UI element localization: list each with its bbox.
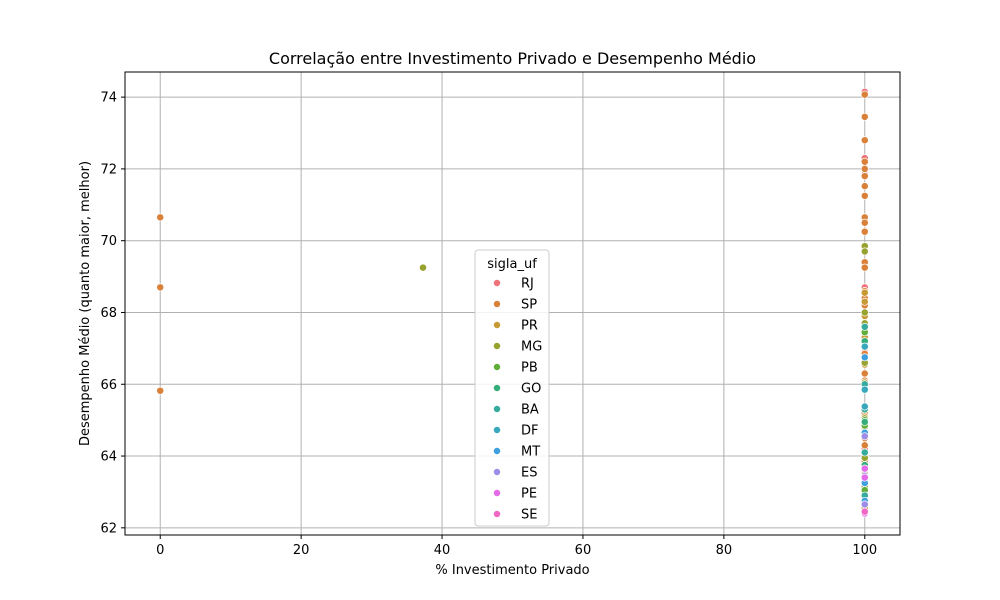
scatter-point-mt	[860, 353, 869, 362]
data-points	[156, 87, 869, 518]
scatter-point-es	[860, 432, 869, 441]
legend-marker-pb	[493, 363, 501, 371]
legend-label-mt: MT	[521, 445, 540, 460]
legend-marker-sp	[493, 300, 501, 308]
scatter-point-sp	[156, 386, 165, 395]
x-tick-label: 40	[434, 543, 451, 558]
legend-marker-es	[493, 468, 501, 476]
scatter-point-pr	[860, 297, 869, 306]
legend-label-sp: SP	[521, 298, 537, 313]
scatter-point-sp	[860, 191, 869, 200]
scatter-point-sp	[156, 283, 165, 292]
x-tick-label: 60	[575, 543, 592, 558]
scatter-point-df	[860, 342, 869, 351]
x-tick-label: 0	[156, 543, 164, 558]
legend-box	[474, 249, 550, 527]
legend-marker-pe	[493, 489, 501, 497]
y-tick-label: 70	[100, 234, 117, 249]
scatter-point-pe	[860, 473, 869, 482]
legend-marker-ba	[493, 405, 501, 413]
legend-label-df: DF	[521, 424, 539, 439]
legend-label-pb: PB	[521, 361, 538, 376]
legend-label-se: SE	[521, 508, 537, 523]
scatter-point-sp	[860, 369, 869, 378]
legend-label-go: GO	[521, 382, 541, 397]
scatter-point-pr	[860, 288, 869, 297]
scatter-point-se	[860, 507, 869, 516]
scatter-point-sp	[860, 157, 869, 166]
chart-title: Correlação entre Investimento Privado e …	[269, 49, 756, 68]
scatter-point-sp	[860, 90, 869, 99]
legend-marker-df	[493, 426, 501, 434]
scatter-point-sp	[860, 218, 869, 227]
y-tick-label: 64	[100, 450, 117, 465]
legend-label-rj: RJ	[521, 277, 534, 292]
scatter-point-mg	[860, 247, 869, 256]
scatter-point-mg	[860, 308, 869, 317]
scatter-point-ba	[860, 448, 869, 457]
legend-label-pe: PE	[521, 487, 537, 502]
scatter-point-sp	[860, 172, 869, 181]
legend-label-es: ES	[521, 466, 537, 481]
scatter-point-pe	[860, 464, 869, 473]
legend-marker-rj	[493, 279, 501, 287]
scatter-point-sp	[860, 227, 869, 236]
legend-marker-se	[493, 510, 501, 518]
scatter-point-sp	[860, 441, 869, 450]
x-tick-label: 80	[716, 543, 733, 558]
legend-label-ba: BA	[521, 403, 539, 418]
legend-marker-go	[493, 384, 501, 392]
legend-marker-mt	[493, 447, 501, 455]
y-tick-label: 62	[100, 521, 117, 536]
scatter-point-ba	[860, 322, 869, 331]
x-tick-label: 20	[293, 543, 310, 558]
y-tick-label: 74	[100, 91, 117, 106]
legend-label-pr: PR	[521, 319, 538, 334]
plot-frame	[124, 71, 901, 536]
axis-ticks: 0 20 40 60 80 100 62 64 66 68 70 72 74	[100, 91, 877, 558]
legend: sigla_uf RJ SP PR MG PB GO BA DF MT ES PE SE	[474, 249, 550, 527]
x-axis-label: % Investimento Privado	[435, 563, 589, 578]
legend-title: sigla_uf	[487, 257, 537, 272]
scatter-point-sp	[156, 213, 165, 222]
y-tick-label: 66	[100, 378, 117, 393]
y-axis-label: Desempenho Médio (quanto maior, melhor)	[78, 161, 93, 446]
scatter-point-es	[860, 500, 869, 509]
scatter-point-df	[860, 385, 869, 394]
y-tick-label: 72	[100, 162, 117, 177]
scatter-point-sp	[860, 164, 869, 173]
scatter-point-sp	[860, 136, 869, 145]
legend-marker-mg	[493, 342, 501, 350]
scatter-point-sp	[860, 263, 869, 272]
legend-marker-pr	[493, 321, 501, 329]
scatter-point-go	[860, 417, 869, 426]
legend-label-mg: MG	[521, 340, 542, 355]
scatter-point-sp	[860, 182, 869, 191]
scatter-point-df	[860, 402, 869, 411]
x-tick-label: 100	[852, 543, 877, 558]
scatter-point-sp	[860, 112, 869, 121]
scatter-point-mg	[419, 263, 427, 272]
y-tick-label: 68	[100, 306, 117, 321]
